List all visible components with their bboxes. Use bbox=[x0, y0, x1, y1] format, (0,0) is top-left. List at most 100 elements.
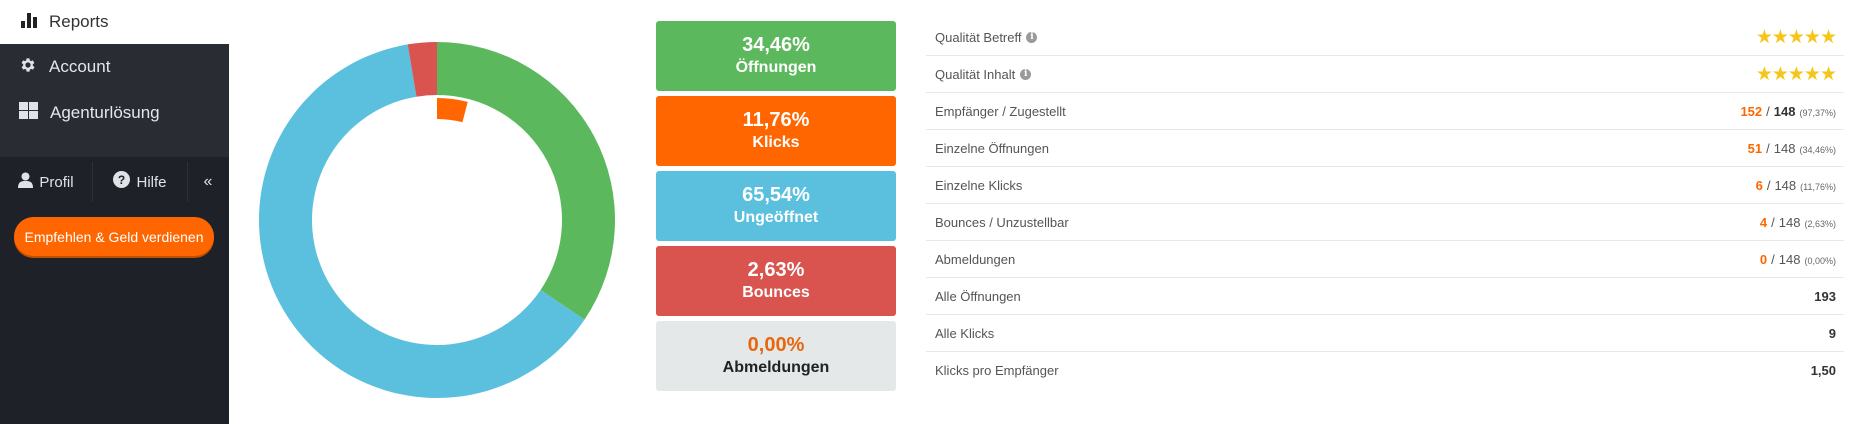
metric-count: 6 bbox=[1755, 177, 1763, 193]
table-row: Abmeldungen 0/148 (0,00%) bbox=[926, 241, 1844, 278]
info-icon[interactable]: i bbox=[1020, 68, 1032, 80]
table-row: Klicks pro Empfänger 1,50 bbox=[926, 352, 1844, 389]
profile-link[interactable]: Profil bbox=[0, 162, 93, 202]
separator: / bbox=[1766, 177, 1771, 193]
stat-label: Klicks bbox=[752, 134, 800, 151]
separator: / bbox=[1771, 214, 1775, 230]
sidebar-item-label: Agenturlösung bbox=[50, 103, 160, 122]
metric-label-text: Alle Öffnungen bbox=[935, 288, 1021, 304]
metric-label: Klicks pro Empfänger bbox=[935, 363, 1059, 378]
metric-label-text: Qualität Inhalt bbox=[935, 66, 1016, 82]
table-row: Einzelne Öffnungen 51/148 (34,46%) bbox=[926, 130, 1844, 167]
metric-label-text: Alle Klicks bbox=[935, 325, 995, 341]
metric-count: 4 bbox=[1759, 214, 1768, 230]
user-icon bbox=[18, 172, 34, 193]
separator: / bbox=[1766, 140, 1770, 156]
metric-label-text: Klicks pro Empfänger bbox=[935, 363, 1059, 378]
stat-bounces: 2,63% Bounces bbox=[656, 246, 896, 316]
sidebar: Reports Account Agenturlösung Pr bbox=[0, 0, 229, 424]
metric-label-text: Abmeldungen bbox=[935, 251, 1016, 267]
metric-value: 51/148 (34,46%) bbox=[1748, 141, 1836, 156]
metric-value: ★★★★★ bbox=[1756, 65, 1837, 84]
metric-label-text: Einzelne Klicks bbox=[935, 177, 1023, 193]
metric-label: Alle Klicks bbox=[935, 326, 994, 341]
sidebar-item-account[interactable]: Account bbox=[0, 44, 229, 90]
metric-percent: (97,37%) bbox=[1799, 107, 1836, 118]
metric-count: 9 bbox=[1828, 325, 1836, 341]
table-row: Alle Klicks 9 bbox=[926, 315, 1844, 352]
bar-chart-icon bbox=[20, 11, 38, 34]
profile-label: Profil bbox=[39, 173, 74, 191]
stat-percent: 34,46% bbox=[742, 34, 810, 56]
metric-total: 148 bbox=[1773, 140, 1796, 156]
metric-label-text: Qualität Betreff bbox=[935, 29, 1022, 45]
sidebar-nav: Account Agenturlösung bbox=[0, 44, 229, 157]
info-icon[interactable]: i bbox=[1026, 31, 1038, 43]
metric-percent: (0,00%) bbox=[1804, 255, 1836, 266]
donut-segment-bounces[interactable] bbox=[407, 42, 437, 97]
separator: / bbox=[1766, 103, 1770, 119]
metric-value: ★★★★★ bbox=[1755, 26, 1837, 48]
table-row: Einzelne Klicks 6/148 (11,76%) bbox=[926, 167, 1844, 204]
donut-segment-ungeöffnet[interactable] bbox=[259, 44, 585, 399]
stat-percent: 0,00% bbox=[747, 334, 805, 356]
sidebar-item-agency[interactable]: Agenturlösung bbox=[0, 90, 229, 136]
stat-label: Bounces bbox=[742, 284, 810, 301]
donut-chart bbox=[257, 40, 617, 400]
help-link[interactable]: ? Hilfe bbox=[93, 162, 188, 202]
metric-value: 152/148 (97,37%) bbox=[1740, 104, 1836, 119]
donut-chart-svg bbox=[259, 42, 615, 399]
donut-segment-öffnungen[interactable] bbox=[437, 42, 615, 320]
stat-percent: 65,54% bbox=[742, 184, 810, 206]
metric-value: 4/148 (2,63%) bbox=[1760, 215, 1836, 230]
metric-value: 6/148 (11,76%) bbox=[1756, 178, 1836, 193]
metric-count: 152 bbox=[1740, 103, 1763, 119]
table-row: Alle Öffnungen 193 bbox=[926, 278, 1844, 315]
metric-total: 148 bbox=[1774, 177, 1797, 193]
help-label: Hilfe bbox=[136, 173, 167, 191]
collapse-sidebar-button[interactable]: « bbox=[188, 162, 228, 202]
double-chevron-left-icon: « bbox=[203, 173, 213, 190]
metric-percent: (2,63%) bbox=[1804, 218, 1836, 229]
metric-label: Abmeldungen bbox=[935, 252, 1015, 267]
metric-label: Empfänger / Zugestellt bbox=[935, 104, 1066, 119]
star-rating-icon: ★★★★★ bbox=[1755, 26, 1837, 48]
metric-label-text: Bounces / Unzustellbar bbox=[935, 214, 1069, 230]
stat-unsubscribes: 0,00% Abmeldungen bbox=[656, 321, 896, 391]
metric-total: 148 bbox=[1778, 251, 1801, 267]
donut-inner-segment-klicks[interactable] bbox=[437, 98, 468, 123]
svg-text:?: ? bbox=[118, 173, 125, 187]
table-row: Qualität Inhalt i ★★★★★ bbox=[926, 56, 1844, 93]
table-row: Qualität Betreff i ★★★★★ bbox=[926, 19, 1844, 56]
table-row: Empfänger / Zugestellt 152/148 (97,37%) bbox=[926, 93, 1844, 130]
table-row: Bounces / Unzustellbar 4/148 (2,63%) bbox=[926, 204, 1844, 241]
grid-icon bbox=[19, 102, 38, 124]
metric-percent: (11,76%) bbox=[1800, 181, 1836, 192]
metric-label: Alle Öffnungen bbox=[935, 289, 1021, 304]
gear-icon bbox=[19, 56, 37, 79]
metrics-table: Qualität Betreff i ★★★★★ Qualität Inhalt i ★★… bbox=[926, 19, 1844, 389]
metric-total: 148 bbox=[1773, 103, 1796, 119]
sidebar-item-label: Reports bbox=[49, 12, 109, 31]
question-circle-icon: ? bbox=[113, 171, 131, 193]
stat-opens: 34,46% Öffnungen bbox=[656, 21, 896, 91]
metric-percent: (34,46%) bbox=[1799, 144, 1836, 155]
sidebar-utility-bar: Profil ? Hilfe « bbox=[0, 162, 229, 202]
sidebar-item-label: Account bbox=[49, 57, 111, 76]
metric-label: Qualität Inhalt i bbox=[935, 66, 1032, 82]
stat-percent: 2,63% bbox=[747, 259, 805, 281]
metric-label: Qualität Betreff i bbox=[935, 29, 1038, 45]
metric-value: 0/148 (0,00%) bbox=[1760, 252, 1836, 267]
metric-label-text: Empfänger / Zugestellt bbox=[935, 103, 1066, 119]
stat-label: Abmeldungen bbox=[722, 359, 830, 376]
stat-clicks: 11,76% Klicks bbox=[656, 96, 896, 166]
metric-value: 1,50 bbox=[1811, 363, 1836, 378]
metric-count: 0 bbox=[1759, 251, 1768, 267]
metric-count: 51 bbox=[1747, 140, 1763, 156]
sidebar-item-reports[interactable]: Reports bbox=[0, 0, 229, 44]
stat-label: Ungeöffnet bbox=[733, 209, 819, 226]
refer-and-earn-button[interactable]: Empfehlen & Geld verdienen bbox=[14, 217, 214, 256]
metric-label: Bounces / Unzustellbar bbox=[935, 215, 1069, 230]
metric-label: Einzelne Öffnungen bbox=[935, 141, 1049, 156]
